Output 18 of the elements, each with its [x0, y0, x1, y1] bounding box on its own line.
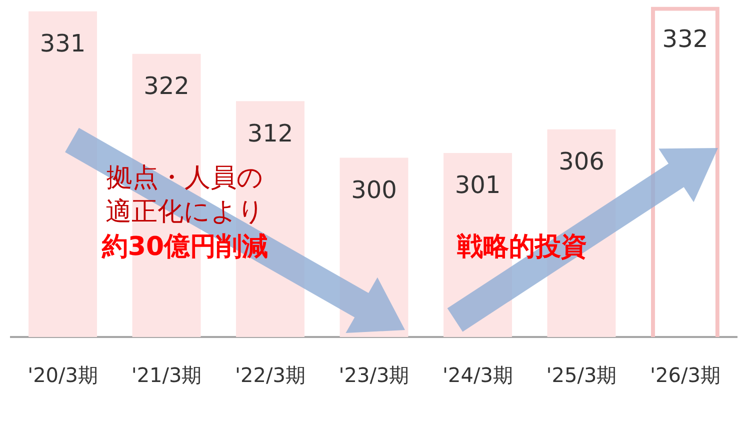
data-label: 300 [351, 176, 397, 204]
data-label: 306 [558, 148, 604, 176]
x-tick-label: '26/3期 [650, 363, 720, 388]
annotation: 戦略的投資 [456, 231, 588, 264]
data-label: 322 [144, 72, 190, 100]
x-tick-label: '23/3期 [338, 363, 410, 388]
x-tick-label: '24/3期 [442, 363, 513, 388]
data-label: 301 [454, 171, 501, 200]
annotation: 約30億円削減 [100, 231, 270, 264]
x-tick-label: '20/3期 [28, 363, 98, 388]
data-label: 332 [662, 24, 708, 53]
x-tick-label: '21/3期 [131, 363, 202, 388]
annotation: 適正化により [104, 196, 266, 229]
x-tick-label: '22/3期 [235, 363, 306, 388]
data-label: 331 [40, 30, 86, 58]
x-tick-label: '25/3期 [546, 363, 617, 388]
annotation: 拠点・人員の [106, 162, 264, 195]
data-label: 312 [247, 119, 294, 148]
